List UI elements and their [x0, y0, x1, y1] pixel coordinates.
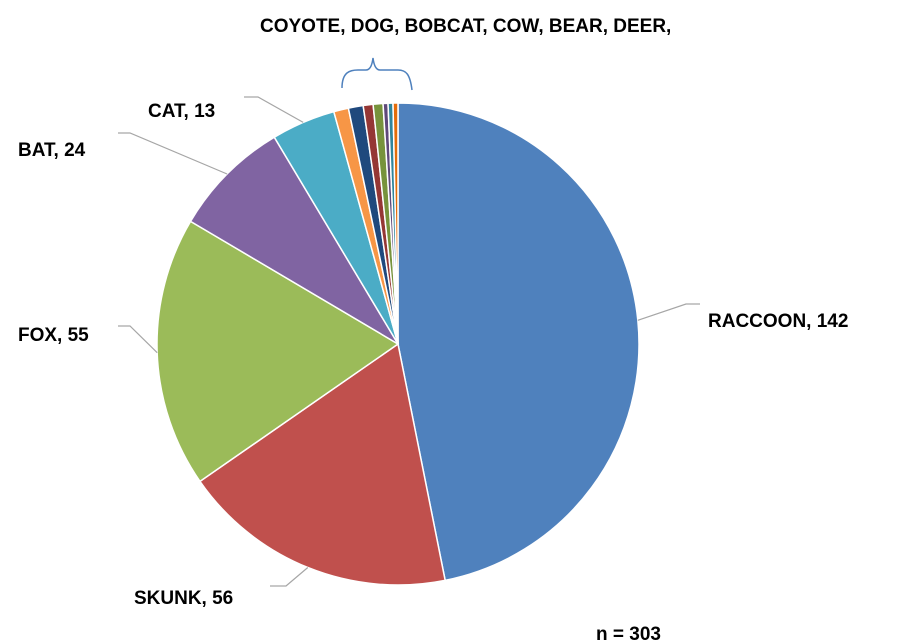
- sample-size-label: n = 303: [596, 624, 661, 644]
- slice-label-raccoon: RACCOON, 142: [708, 311, 848, 332]
- pie-slice-fox: [156, 220, 400, 483]
- leader-line-raccoon: [637, 303, 700, 321]
- slice-label-skunk: SKUNK, 56: [134, 588, 233, 609]
- slice-label-bat: BAT, 24: [18, 140, 86, 161]
- leader-line-skunk: [270, 567, 309, 587]
- pie-slice-raccoon: [397, 102, 640, 582]
- leader-line-cat: [244, 96, 304, 123]
- leader-line-bat: [118, 132, 228, 175]
- leader-lines: [118, 96, 700, 587]
- slice-label-fox: FOX, 55: [18, 325, 89, 346]
- small-slices-label: COYOTE, DOG, BOBCAT, COW, BEAR, DEER,: [260, 16, 671, 37]
- pie-slice-other-11: [392, 102, 399, 345]
- pie-slice-skunk: [198, 342, 447, 586]
- slice-label-cat: CAT, 13: [148, 101, 215, 122]
- small-slices-bracket: [341, 57, 413, 91]
- leader-line-fox: [118, 325, 158, 354]
- pie-slices: [156, 102, 640, 586]
- pie-slice-bat: [189, 136, 399, 345]
